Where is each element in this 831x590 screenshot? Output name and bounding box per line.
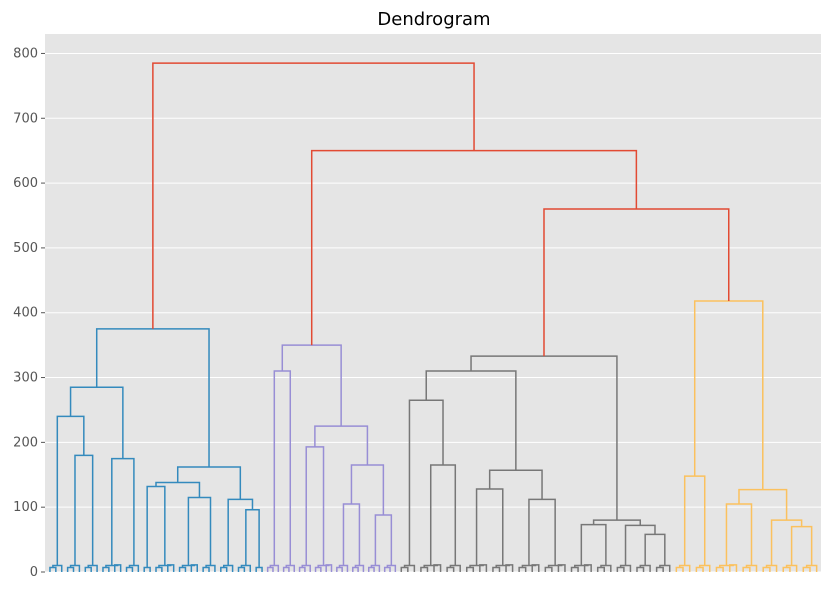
cluster_1-link [187, 496, 212, 566]
cluster_4-leaf-link [715, 566, 724, 572]
cluster_3-leaf-link [616, 566, 625, 572]
cluster_4-leaf-link [742, 566, 751, 572]
cluster_3-leaf-link [636, 566, 645, 572]
cluster_3-leaf-link [446, 566, 455, 572]
cluster_3-leaf-link [570, 566, 579, 572]
cluster_4-leaf-link [762, 566, 771, 572]
cluster_3-leaf-link [492, 566, 501, 572]
cluster_4-leaf-link [802, 566, 811, 572]
cluster_2-leaf-link [367, 566, 375, 572]
merge-link-785 [152, 62, 475, 329]
cluster_1-leaf-link [84, 566, 92, 572]
cluster_1-leaf-link [49, 566, 57, 572]
y-tick-label-300: 300 [13, 371, 38, 386]
cluster_1-link [146, 485, 166, 568]
cluster_1-leaf-link [125, 566, 134, 572]
cluster_1-leaf-link [155, 566, 163, 572]
y-tick-label-500: 500 [13, 241, 38, 256]
y-tick-label-400: 400 [13, 306, 38, 321]
cluster_3-leaf-link [596, 566, 605, 572]
y-tick-label-0: 0 [30, 565, 38, 580]
cluster_2-leaf-link [282, 566, 290, 572]
cluster_1-leaf-link [143, 566, 151, 572]
y-tick-label-200: 200 [13, 435, 38, 450]
cluster_3-link [580, 523, 607, 566]
cluster_1-link [56, 415, 85, 566]
cluster_4-link [770, 519, 803, 566]
cluster_1-link [95, 328, 210, 467]
cluster_2-leaf-link [383, 566, 391, 572]
cluster_3-link [592, 519, 642, 526]
cluster_2-leaf-link [314, 566, 322, 572]
cluster_2-link [305, 446, 325, 566]
cluster_4-leaf-link [782, 566, 791, 572]
cluster_2-link [314, 425, 369, 466]
cluster_4-link [725, 503, 753, 566]
cluster_2-leaf-link [352, 566, 359, 572]
cluster_2-leaf-link [298, 566, 306, 572]
dendrogram-links [49, 62, 818, 572]
y-tick-label-700: 700 [13, 111, 38, 126]
y-tick-label-800: 800 [13, 46, 38, 61]
cluster_3-link [644, 533, 666, 566]
cluster_3-leaf-link [544, 566, 553, 572]
cluster_2-link [281, 344, 342, 427]
cluster_3-link [470, 355, 618, 521]
cluster_4-link [738, 488, 788, 521]
cluster_1-leaf-link [220, 566, 228, 572]
merge-link-650 [310, 149, 638, 346]
cluster_4-leaf-link [695, 566, 704, 572]
cluster_1-leaf-link [66, 566, 75, 572]
cluster_2-link [342, 503, 361, 566]
cluster_1-leaf-link [255, 566, 263, 572]
cluster_1-leaf-link [178, 566, 187, 572]
cluster_1-leaf-link [237, 566, 246, 572]
cluster_2-leaf-link [336, 566, 343, 572]
chart-title: Dendrogram [377, 9, 490, 30]
cluster_3-leaf-link [655, 566, 664, 572]
cluster_1-leaf-link [202, 566, 210, 572]
cluster_4-link [790, 525, 813, 566]
cluster_3-link [488, 469, 543, 500]
cluster_4-leaf-link [675, 566, 684, 572]
cluster_3-leaf-link [400, 566, 409, 572]
y-tick-label-100: 100 [13, 500, 38, 515]
cluster_2-leaf-link [266, 566, 274, 572]
cluster_1-leaf-link [102, 566, 110, 572]
cluster_3-link [408, 399, 444, 566]
y-tick-label-600: 600 [13, 176, 38, 191]
cluster_3-leaf-link [466, 566, 475, 572]
cluster_3-leaf-link [420, 566, 429, 572]
cluster_1-link [176, 466, 242, 500]
y-axis: 0 100 200 300 400 500 600 700 800 [13, 46, 45, 580]
cluster_3-leaf-link [518, 566, 527, 572]
